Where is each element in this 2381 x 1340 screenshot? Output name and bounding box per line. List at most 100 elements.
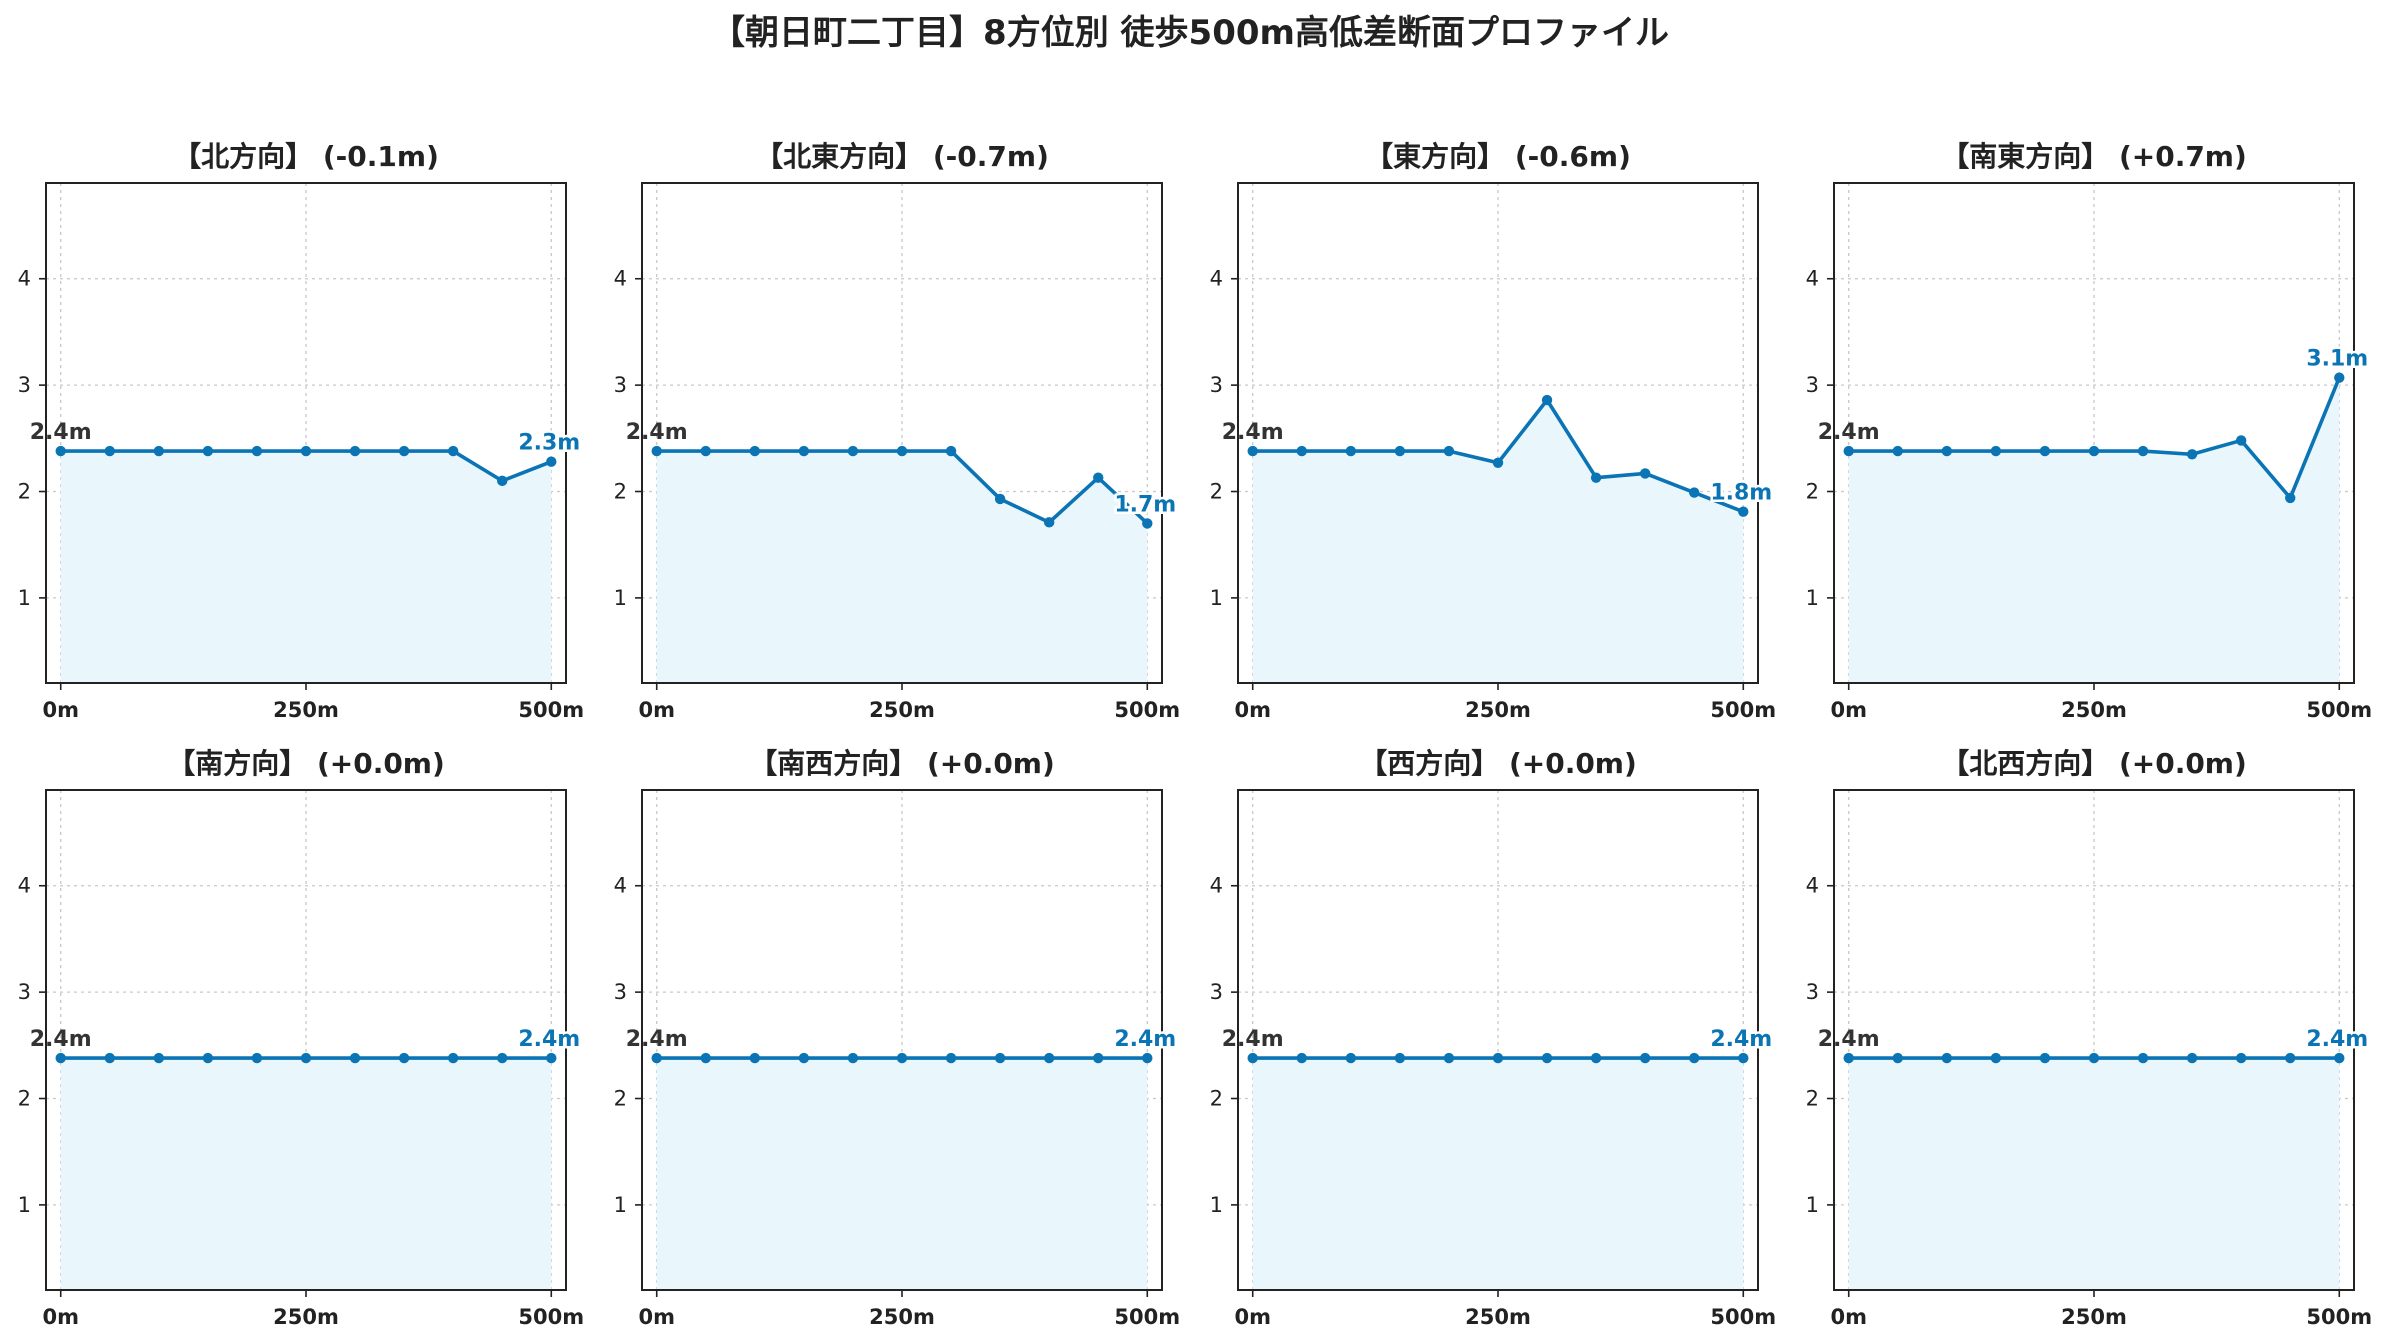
- x-tick-label: 0m: [1234, 1305, 1271, 1329]
- start-value-label: 2.4m: [626, 420, 688, 445]
- area-fill: [1252, 400, 1744, 683]
- data-point: [2039, 1052, 2051, 1064]
- data-point: [1941, 445, 1953, 457]
- y-tick-label: 1: [18, 1193, 31, 1217]
- panel-7: 【西方向】 (+0.0m) 1 2 3 4 0m 250m 500m 2.4m 2.4m: [1210, 747, 1777, 1329]
- data-point: [1689, 487, 1700, 498]
- y-tick-label: 1: [614, 586, 627, 610]
- data-point: [1689, 1052, 1700, 1064]
- data-point: [651, 445, 662, 457]
- data-point: [2334, 1052, 2345, 1064]
- data-point: [1892, 445, 1903, 457]
- data-point: [1941, 1052, 1953, 1064]
- area-fill: [1848, 1058, 2340, 1290]
- x-tick-label: 250m: [2061, 698, 2127, 722]
- x-tick-label: 0m: [1830, 1305, 1867, 1329]
- data-point: [251, 445, 263, 457]
- x-tick-label: 500m: [1114, 698, 1180, 722]
- end-value-label: 1.8m: [1710, 481, 1772, 506]
- start-value-label: 2.4m: [1818, 1027, 1880, 1052]
- start-value-label: 2.4m: [1222, 1027, 1284, 1052]
- data-point: [300, 445, 312, 457]
- panel-title: 【西方向】 (+0.0m): [1359, 747, 1637, 780]
- x-tick-label: 0m: [638, 698, 675, 722]
- data-point: [447, 1052, 459, 1064]
- data-point: [1345, 1052, 1357, 1064]
- end-value-label: 2.4m: [2306, 1027, 2368, 1052]
- data-point: [945, 1052, 957, 1064]
- x-tick-label: 250m: [869, 698, 935, 722]
- y-tick-label: 2: [1210, 480, 1223, 504]
- panel-title: 【北東方向】 (-0.7m): [755, 140, 1049, 173]
- data-point: [798, 1052, 810, 1064]
- area-fill: [1848, 377, 2340, 683]
- y-tick-label: 2: [1806, 480, 1819, 504]
- data-point: [2285, 1052, 2296, 1064]
- y-tick-label: 2: [614, 1087, 627, 1111]
- data-point: [1843, 1052, 1854, 1064]
- y-tick-label: 1: [1210, 586, 1223, 610]
- panel-title: 【東方向】 (-0.6m): [1365, 140, 1631, 173]
- start-value-label: 2.4m: [30, 420, 92, 445]
- y-tick-label: 4: [1210, 874, 1223, 898]
- area-fill: [60, 1058, 552, 1290]
- data-point: [2088, 445, 2100, 457]
- data-point: [497, 1052, 508, 1064]
- data-point: [349, 1052, 361, 1064]
- data-point: [1247, 445, 1258, 457]
- y-tick-label: 1: [614, 1193, 627, 1217]
- y-tick-label: 4: [18, 267, 31, 291]
- y-tick-label: 3: [1210, 980, 1223, 1004]
- x-tick-label: 0m: [638, 1305, 675, 1329]
- start-value-label: 2.4m: [626, 1027, 688, 1052]
- end-value-label: 2.4m: [518, 1027, 580, 1052]
- data-point: [847, 445, 859, 457]
- data-point: [1843, 445, 1854, 457]
- data-point: [153, 445, 165, 457]
- x-tick-label: 0m: [1234, 698, 1271, 722]
- data-point: [104, 445, 115, 457]
- data-point: [2285, 492, 2296, 504]
- data-point: [300, 1052, 312, 1064]
- y-tick-label: 4: [18, 874, 31, 898]
- data-point: [749, 1052, 761, 1064]
- data-point: [1296, 1052, 1307, 1064]
- x-tick-label: 500m: [518, 698, 584, 722]
- panel-title: 【南方向】 (+0.0m): [167, 747, 445, 780]
- data-point: [1738, 506, 1749, 517]
- data-point: [798, 445, 810, 457]
- y-tick-label: 4: [614, 874, 627, 898]
- start-value-label: 2.4m: [1222, 420, 1284, 445]
- y-tick-label: 1: [1806, 586, 1819, 610]
- data-point: [1394, 1052, 1406, 1064]
- area-fill: [656, 451, 1148, 683]
- data-point: [2186, 449, 2198, 460]
- data-point: [55, 1052, 66, 1064]
- start-value-label: 2.4m: [1818, 420, 1880, 445]
- x-tick-label: 250m: [869, 1305, 935, 1329]
- data-point: [847, 1052, 859, 1064]
- x-tick-label: 250m: [1465, 698, 1531, 722]
- data-point: [749, 445, 761, 457]
- data-point: [1443, 445, 1455, 457]
- data-point: [651, 1052, 662, 1064]
- panel-title: 【南東方向】 (+0.7m): [1941, 140, 2247, 173]
- data-point: [1590, 472, 1602, 483]
- y-tick-label: 4: [614, 267, 627, 291]
- data-point: [202, 1052, 214, 1064]
- y-tick-label: 2: [614, 480, 627, 504]
- y-tick-label: 4: [1210, 267, 1223, 291]
- y-tick-label: 3: [614, 373, 627, 397]
- y-tick-label: 3: [1806, 373, 1819, 397]
- area-fill: [60, 451, 552, 683]
- data-point: [1541, 394, 1553, 406]
- data-point: [251, 1052, 263, 1064]
- data-point: [2235, 435, 2247, 446]
- data-point: [447, 445, 459, 457]
- data-point: [1142, 518, 1153, 529]
- data-point: [398, 1052, 410, 1064]
- data-point: [1492, 1052, 1504, 1064]
- x-tick-label: 500m: [2306, 1305, 2372, 1329]
- panel-title: 【北方向】 (-0.1m): [173, 140, 439, 173]
